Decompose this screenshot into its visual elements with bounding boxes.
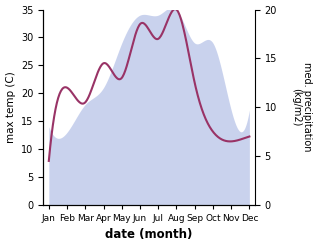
X-axis label: date (month): date (month) [105,228,193,242]
Y-axis label: med. precipitation
(kg/m2): med. precipitation (kg/m2) [291,62,313,152]
Y-axis label: max temp (C): max temp (C) [5,71,16,143]
